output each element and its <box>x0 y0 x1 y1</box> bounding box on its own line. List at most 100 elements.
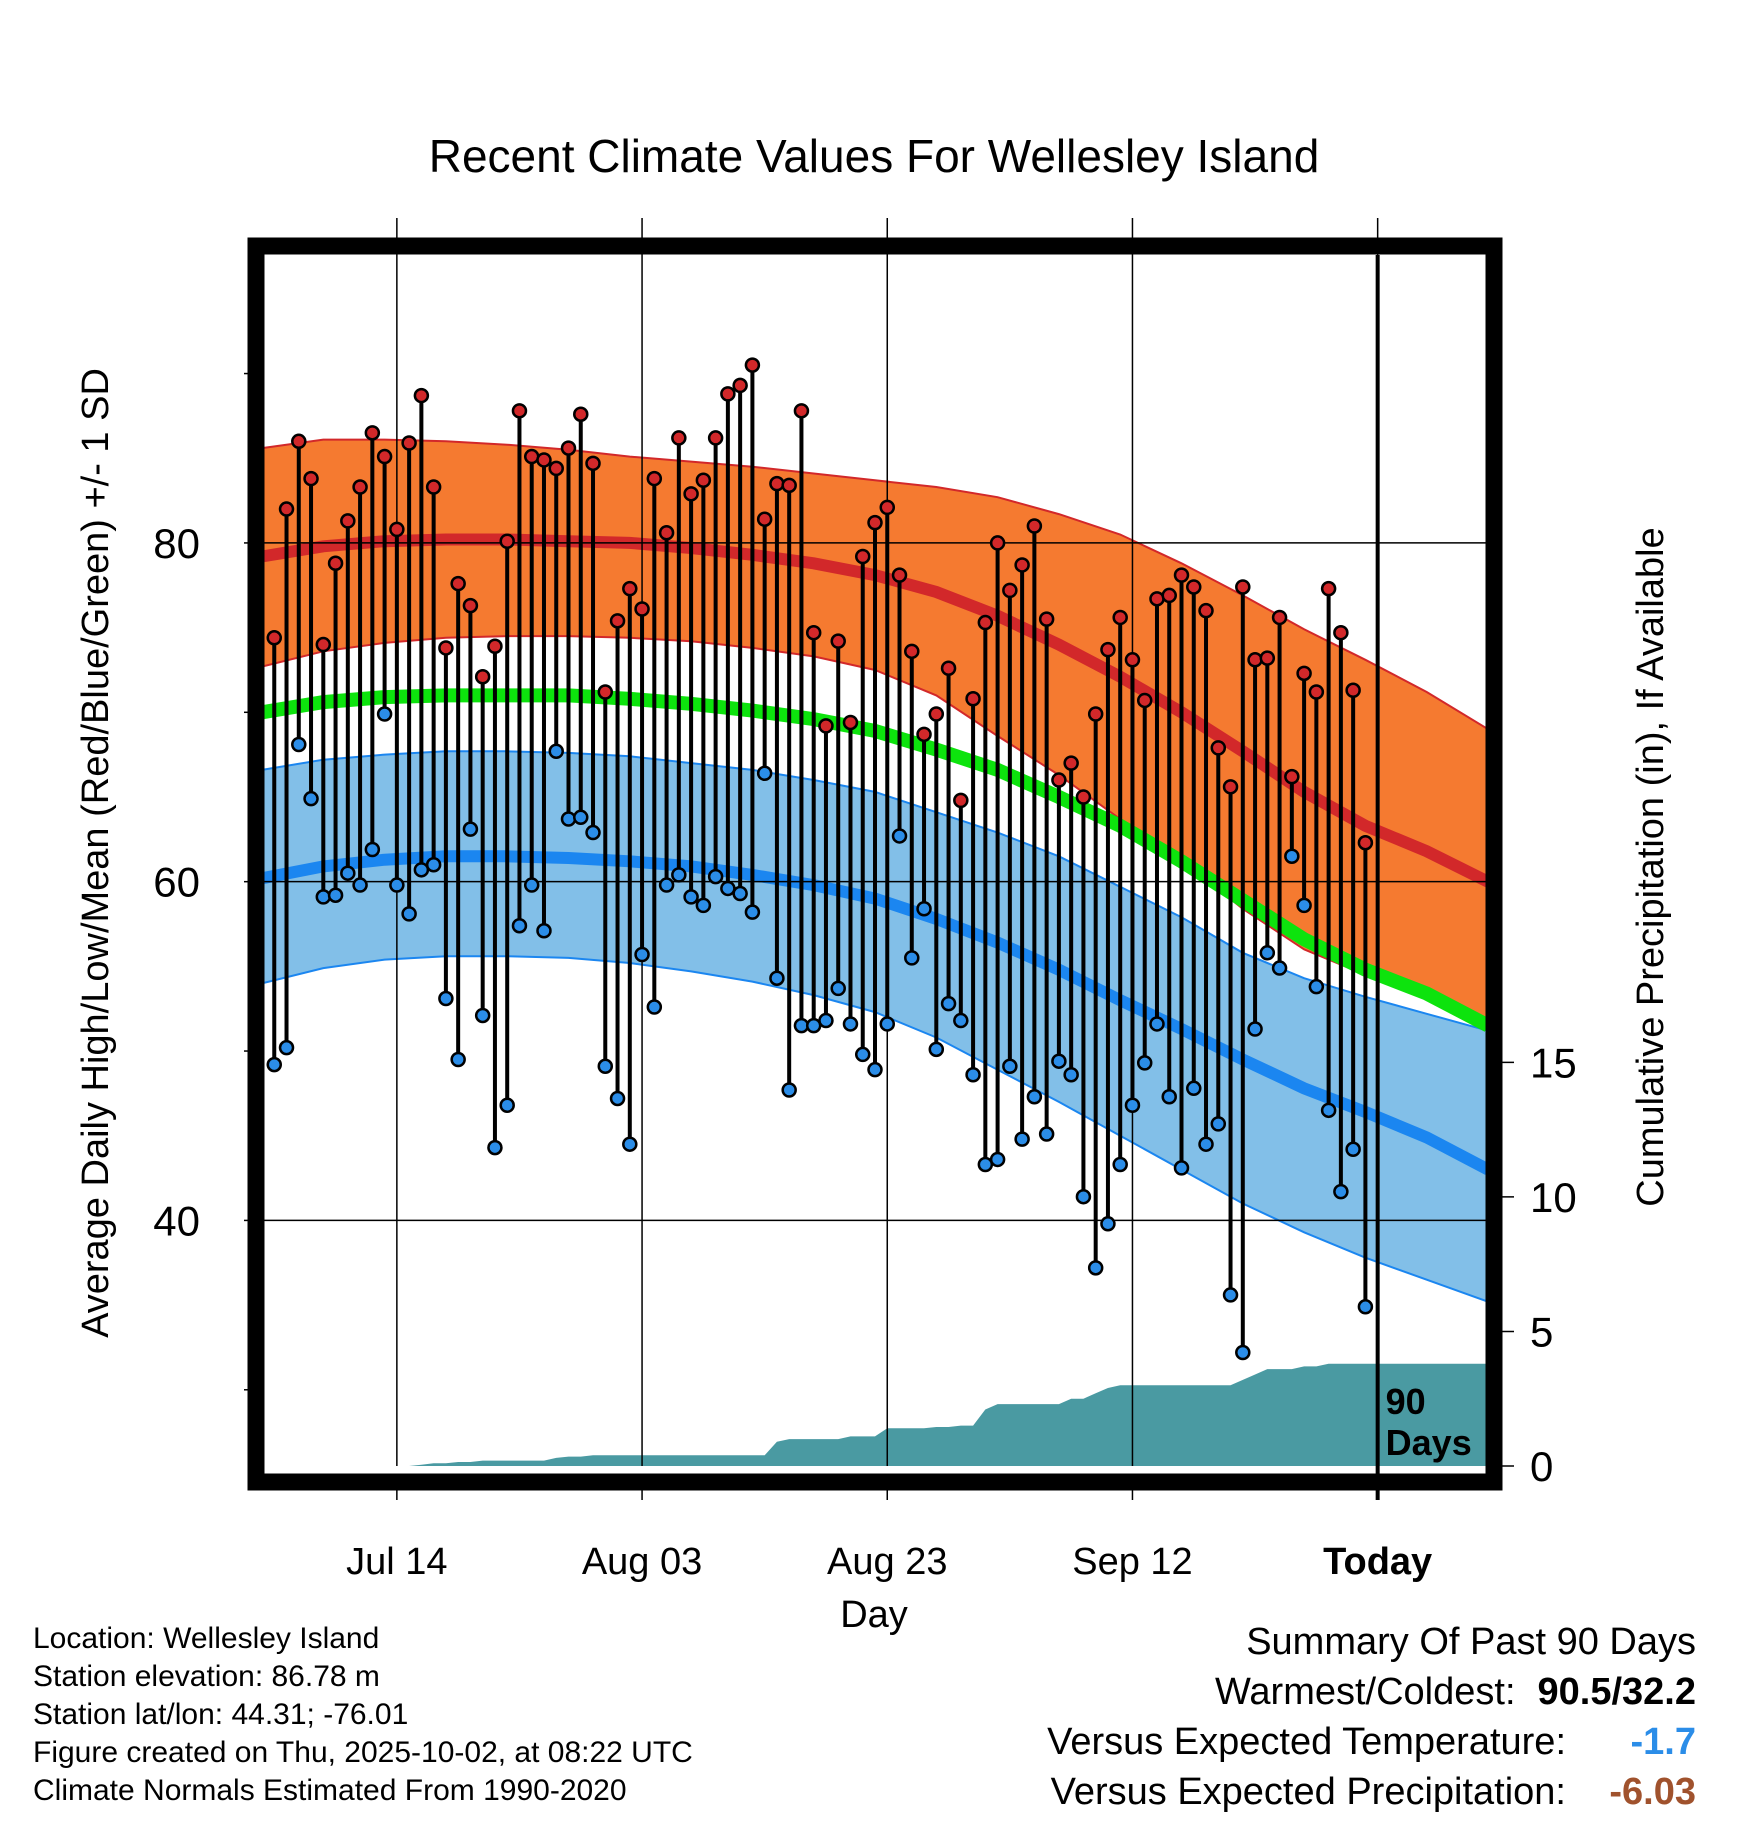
daily-low-point <box>352 877 368 893</box>
daily-high-point <box>891 567 908 583</box>
daily-low-point <box>609 1090 626 1107</box>
daily-high-point <box>511 403 528 419</box>
daily-high-point <box>585 455 601 472</box>
daily-high-point <box>1308 684 1325 700</box>
daily-low-point <box>425 856 442 873</box>
daily-high-point <box>916 726 932 743</box>
daily-high-point <box>1259 650 1276 666</box>
daily-high-point <box>622 580 638 597</box>
daily-low-point <box>671 867 687 883</box>
daily-low-point <box>1026 1089 1043 1105</box>
daily-high-point <box>315 636 332 653</box>
daily-low-point <box>401 906 417 922</box>
daily-low-point <box>450 1051 466 1068</box>
daily-high-point <box>327 555 344 572</box>
daily-high-point <box>904 643 920 660</box>
daily-high-point <box>425 479 442 495</box>
daily-high-point <box>573 406 589 422</box>
daily-high-point <box>266 630 283 646</box>
daily-high-point <box>401 435 417 451</box>
daily-low-point <box>303 790 319 807</box>
daily-low-point <box>511 917 528 934</box>
daily-high-point <box>1296 665 1312 682</box>
summary-panel: Summary Of Past 90 Days Warmest/Coldest:… <box>1047 1617 1696 1817</box>
plot-frame <box>247 237 1503 1491</box>
daily-low-point <box>1063 1067 1079 1083</box>
x-tick-label: Sep 12 <box>1072 1541 1192 1583</box>
precip-label: Versus Expected Precipitation: <box>1050 1771 1566 1813</box>
daily-high-point <box>1075 789 1092 805</box>
daily-high-point <box>560 440 577 456</box>
today-days-number: 90 <box>1386 1381 1426 1422</box>
daily-low-point <box>560 811 577 827</box>
daily-low-point <box>1235 1344 1251 1361</box>
daily-low-point <box>1149 1016 1165 1032</box>
daily-low-point <box>1271 960 1288 976</box>
daily-high-point <box>769 475 785 492</box>
daily-high-point <box>781 477 797 494</box>
daily-low-point <box>278 1039 295 1056</box>
daily-low-point <box>266 1056 283 1073</box>
daily-low-point <box>707 868 724 885</box>
created-text: Figure created on Thu, 2025-10-02, at 08… <box>33 1736 693 1769</box>
daily-high-point <box>1014 557 1030 573</box>
daily-low-point <box>597 1058 614 1075</box>
daily-low-point <box>1186 1080 1202 1097</box>
daily-high-point <box>1320 580 1337 597</box>
y-tick-label: 40 <box>153 1197 200 1244</box>
daily-low-point <box>585 824 601 841</box>
daily-high-point <box>389 521 405 538</box>
daily-low-point <box>622 1136 638 1152</box>
precipitation-area <box>274 1363 1488 1466</box>
daily-high-point <box>1100 641 1116 658</box>
daily-high-point <box>707 430 724 446</box>
elevation-text: Station elevation: 86.78 m <box>33 1660 380 1693</box>
chart-title: Recent Climate Values For Wellesley Isla… <box>429 130 1320 182</box>
temp-value: -1.7 <box>1630 1721 1696 1763</box>
daily-low-point <box>1284 848 1300 865</box>
daily-high-point <box>1087 706 1104 722</box>
daily-low-point <box>879 1016 896 1032</box>
daily-low-point <box>658 877 675 893</box>
daily-high-point <box>474 668 491 685</box>
daily-low-point <box>1087 1260 1104 1276</box>
daily-high-point <box>953 792 969 809</box>
daily-high-point <box>1198 602 1214 619</box>
daily-high-point <box>965 691 981 707</box>
daily-high-point <box>732 377 748 394</box>
station-info: Location: Wellesley Island Station eleva… <box>33 1620 693 1810</box>
daily-low-point <box>1075 1188 1092 1205</box>
daily-high-point <box>842 714 859 731</box>
daily-high-point <box>671 430 687 446</box>
daily-high-point <box>303 470 319 487</box>
daily-high-point <box>1235 579 1251 595</box>
daily-low-point <box>499 1097 515 1113</box>
daily-low-point <box>1124 1097 1141 1113</box>
daily-low-point <box>891 828 908 844</box>
daily-high-point <box>1038 611 1055 627</box>
daily-high-point <box>646 470 663 487</box>
daily-high-point <box>438 640 454 656</box>
latlon-text: Station lat/lon: 44.31; -76.01 <box>33 1698 409 1731</box>
y-axis-label: Average Daily High/Low/Mean (Red/Blue/Gr… <box>75 368 117 1338</box>
daily-low-point <box>854 1046 871 1063</box>
daily-high-point <box>1345 682 1361 699</box>
daily-high-point <box>634 601 650 617</box>
daily-low-point <box>364 841 381 858</box>
daily-high-point <box>879 499 896 516</box>
daily-low-point <box>940 995 957 1012</box>
daily-high-point <box>989 535 1006 551</box>
x-tick-label: Aug 23 <box>827 1541 947 1583</box>
daily-high-point <box>1136 692 1153 709</box>
daily-low-point <box>842 1016 859 1032</box>
daily-high-point <box>536 452 552 468</box>
daily-high-point <box>1112 609 1128 626</box>
normals-text: Climate Normals Estimated From 1990-2020 <box>33 1774 627 1807</box>
daily-low-point <box>830 980 846 997</box>
daily-high-point <box>818 718 834 734</box>
daily-low-point <box>989 1151 1006 1168</box>
daily-high-point <box>658 525 675 541</box>
warm-cold-label: Warmest/Coldest: <box>1214 1671 1516 1713</box>
daily-low-point <box>1333 1183 1349 1200</box>
y-tick-label: 80 <box>153 520 200 567</box>
